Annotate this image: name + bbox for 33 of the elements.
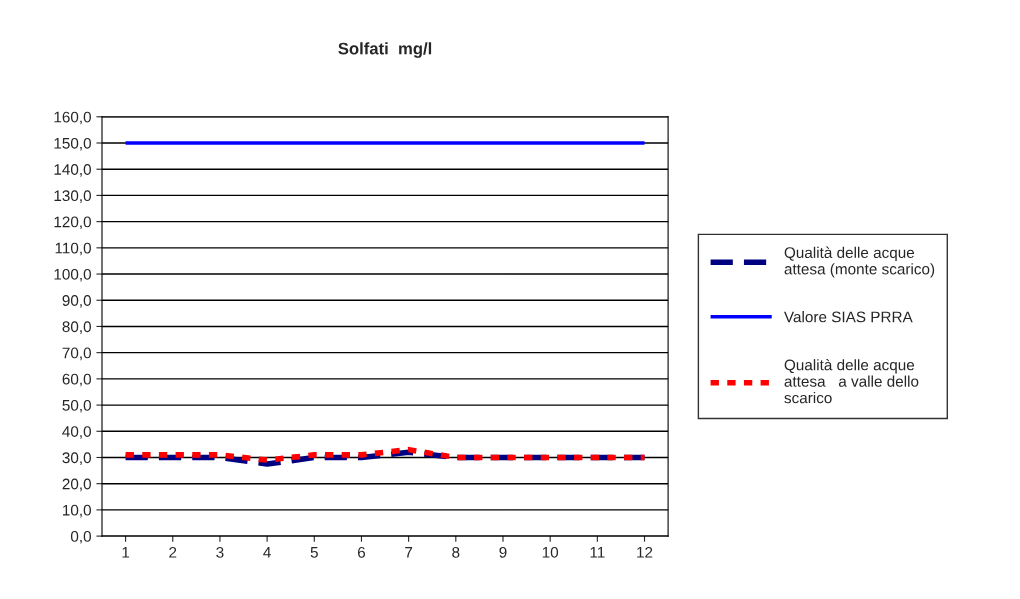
x-tick-label: 6 [357,546,366,558]
y-tick-label: 20,0 [62,478,91,492]
x-tick-label: 4 [263,547,271,558]
y-tick-label: 130,0 [54,190,91,203]
x-tick-label: 12 [637,546,653,558]
legend-label: Valore SIAS PRRA [784,311,913,323]
y-tick-label: 80,0 [62,321,91,334]
x-tick-label: 2 [169,546,177,558]
y-tick-label: 110,0 [55,242,91,256]
y-tick-label: 90,0 [62,295,91,308]
x-tick-label: 8 [452,546,460,558]
legend-label: Qualità delle acque attesa a valle dello scarico [784,358,919,404]
y-tick-label: 30,0 [62,452,91,465]
x-tick-label: 1 [122,547,130,558]
y-tick-label: 160,0 [54,111,91,125]
y-tick-label: 100,0 [54,268,91,282]
y-tick-label: 10,0 [63,504,91,518]
x-tick-label: 9 [499,546,507,558]
chart-title: Solfati mg/l [338,42,432,58]
y-tick-label: 70,0 [62,347,91,361]
y-tick-label: 120,0 [54,216,91,230]
x-tick-label: 5 [310,547,318,558]
y-tick-label: 140,0 [54,164,91,177]
y-tick-label: 60,0 [62,373,91,387]
y-tick-label: 40,0 [62,426,91,439]
y-tick-label: 0,0 [70,530,91,544]
y-tick-label: 150,0 [54,137,91,151]
x-tick-label: 7 [405,547,413,558]
x-tick-label: 11 [590,547,605,558]
legend-label: Qualità delle acque attesa (monte scarico) [784,246,935,278]
y-tick-label: 50,0 [62,399,91,413]
x-tick-label: 3 [216,546,224,558]
x-tick-label: 10 [542,546,559,558]
